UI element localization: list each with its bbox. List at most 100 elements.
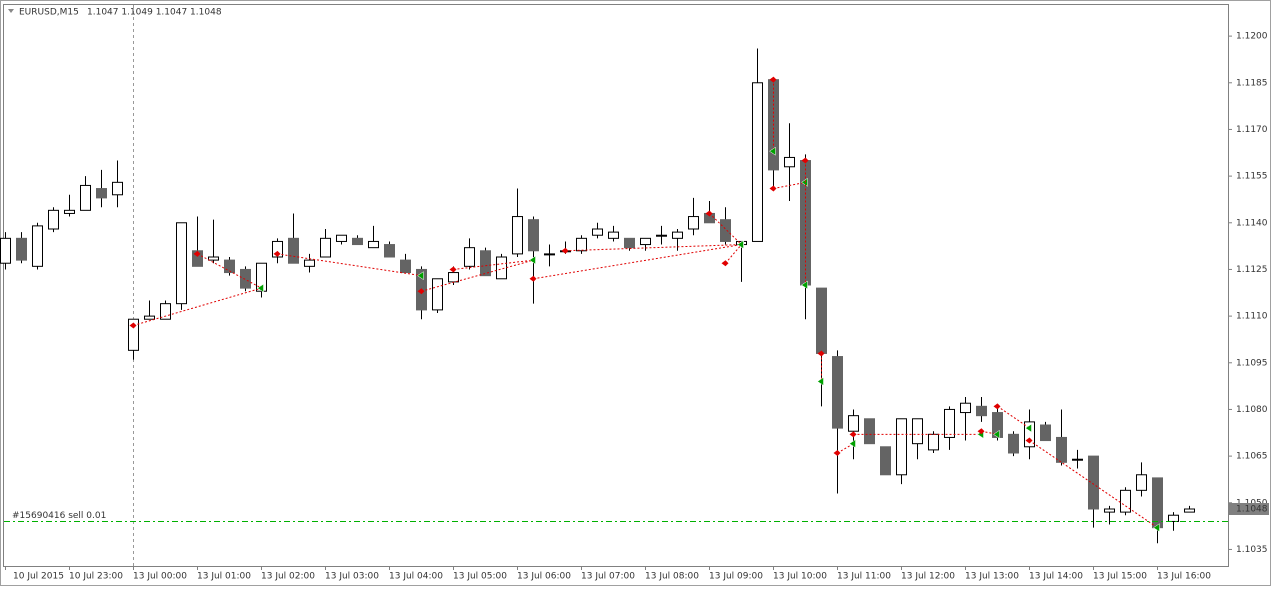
candle-body: [368, 240, 379, 249]
x-tick-label: 13 Jul 08:00: [645, 572, 699, 582]
candle-body: [1168, 514, 1179, 522]
candle-body: [0, 237, 11, 264]
candle-body: [288, 237, 299, 264]
trade-entry: [705, 210, 713, 217]
trade-line: [453, 259, 534, 270]
candle-body: [64, 209, 75, 214]
x-tick-label: 13 Jul 07:00: [581, 572, 635, 582]
y-tick-label: 1.1125: [1236, 265, 1268, 275]
trade-exit: [737, 240, 744, 250]
candle-body: [752, 82, 763, 242]
candle-body: [208, 256, 219, 261]
candle-body: [512, 216, 523, 255]
trade-line: [725, 244, 742, 264]
order-label: #15690416 sell 0.01: [12, 511, 106, 521]
candle-body: [544, 253, 555, 256]
candle-body: [240, 268, 251, 289]
trade-entry: [817, 350, 825, 357]
candle-body: [176, 222, 187, 305]
trade-line: [533, 244, 742, 280]
y-tick-label: 1.1065: [1236, 452, 1268, 462]
candle-body: [816, 287, 827, 354]
candle-body: [144, 315, 155, 320]
y-tick-label: 1.1095: [1236, 358, 1268, 368]
candle-body: [976, 405, 987, 417]
candle-body: [160, 303, 171, 320]
symbol-title: EURUSD,M15: [19, 8, 79, 18]
y-tick-label: 1.1080: [1236, 405, 1268, 415]
candle-body: [1056, 436, 1067, 463]
candle-body: [1072, 458, 1083, 461]
x-tick-label: 13 Jul 05:00: [453, 572, 507, 582]
candle-body: [352, 237, 363, 246]
trade-entry: [801, 157, 809, 164]
y-tick-label: 1.1200: [1236, 32, 1268, 42]
trade-exit: [801, 177, 808, 187]
candle-body: [464, 247, 475, 267]
candle-body: [896, 418, 907, 476]
candle-body: [128, 318, 139, 351]
trade-entry: [769, 76, 777, 83]
candle-body: [1008, 433, 1019, 454]
candle-body: [80, 184, 91, 211]
candle-body: [608, 231, 619, 239]
x-tick-label: 13 Jul 12:00: [901, 572, 955, 582]
trade-entry: [129, 322, 137, 329]
trade-exit: [529, 255, 536, 265]
trade-entry: [273, 250, 281, 257]
x-tick-label: 13 Jul 04:00: [389, 572, 443, 582]
candle-body: [576, 237, 587, 252]
x-tick-label: 13 Jul 16:00: [1157, 572, 1211, 582]
candle-body: [32, 225, 43, 267]
candle-body: [1184, 508, 1195, 513]
trade-entry: [833, 450, 841, 456]
x-tick-label: 13 Jul 13:00: [965, 572, 1019, 582]
trade-line: [709, 213, 742, 245]
trade-entry: [849, 431, 857, 438]
trade-line: [565, 244, 742, 252]
trade-entry: [1025, 437, 1033, 444]
x-tick-label: 13 Jul 02:00: [261, 572, 315, 582]
trade-line: [197, 253, 262, 289]
candle-body: [1040, 424, 1051, 442]
candle-body: [1104, 508, 1115, 513]
candle-body: [640, 237, 651, 246]
x-tick-label: 13 Jul 06:00: [517, 572, 571, 582]
collapse-icon[interactable]: [8, 9, 14, 13]
trade-exit: [993, 429, 1000, 439]
trade-entry: [417, 288, 425, 295]
x-tick-label: 13 Jul 01:00: [197, 572, 251, 582]
candle-body: [784, 156, 795, 168]
candle-body: [1088, 455, 1099, 510]
candle-body: [1136, 474, 1147, 491]
x-tick-label: 13 Jul 15:00: [1093, 572, 1147, 582]
x-tick-label: 10 Jul 2015: [13, 572, 64, 582]
plot-area: [3, 4, 1229, 567]
candle-body: [1024, 421, 1035, 448]
candle-body: [48, 209, 59, 230]
candle-body: [496, 256, 507, 280]
candle-body: [720, 219, 731, 242]
trade-entry: [993, 403, 1001, 410]
header-values: 1.1047 1.1049 1.1047 1.1048: [87, 8, 222, 18]
candle-body: [992, 412, 1003, 438]
candle-body: [656, 234, 667, 237]
candle-body: [400, 259, 411, 274]
candle-body: [672, 231, 683, 239]
y-tick-label: 1.1140: [1236, 218, 1268, 228]
candle-body: [384, 244, 395, 258]
trade-exit: [769, 146, 776, 156]
trade-exit: [849, 439, 856, 449]
candle-body: [864, 418, 875, 445]
candle-body: [224, 259, 235, 274]
trade-entry: [529, 275, 537, 282]
price-box: [1229, 503, 1269, 515]
candle-body: [1120, 489, 1131, 513]
y-tick-label: 1.1035: [1236, 545, 1268, 555]
y-tick-label: 1.1110: [1236, 312, 1268, 322]
candle-body: [480, 250, 491, 277]
candle-body: [688, 216, 699, 230]
trade-line: [997, 405, 1030, 429]
trade-entry: [977, 428, 985, 435]
